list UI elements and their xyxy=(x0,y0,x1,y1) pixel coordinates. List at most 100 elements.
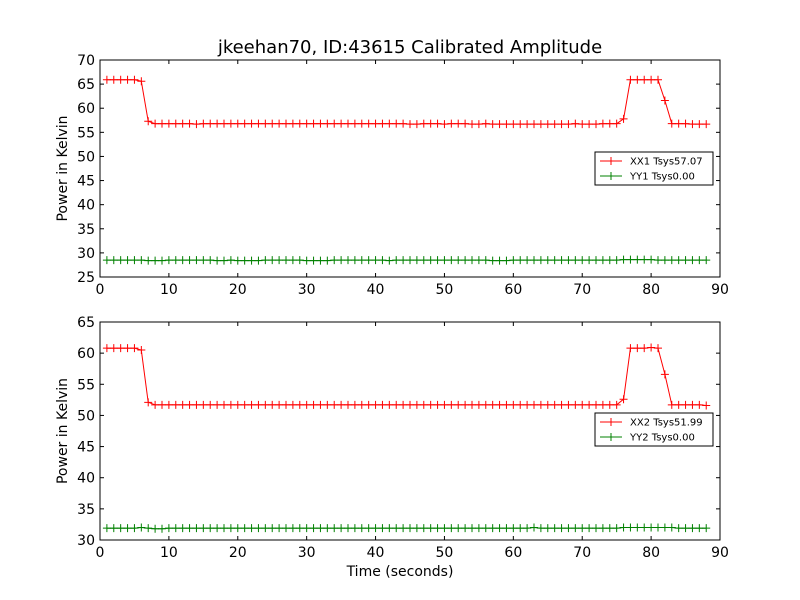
plot-1-series-1-point xyxy=(123,75,132,84)
plot-1-series-1-point xyxy=(474,120,483,129)
plot-1-series-1-point xyxy=(295,119,304,128)
plot-2-series-2-point xyxy=(585,524,594,533)
plot-1-x-tick-label: 10 xyxy=(160,282,178,298)
plot-1-series-1-point xyxy=(192,120,201,129)
plot-1-series-2-point xyxy=(433,256,442,265)
plot-1-y-tick-label: 45 xyxy=(77,174,95,190)
plot-2-series-2-point xyxy=(192,524,201,533)
plot-2-series-1-point xyxy=(316,400,325,409)
plot-2-series-1-point xyxy=(323,400,332,409)
plot-1-series-1-point xyxy=(592,120,600,129)
plot-1-series-2-point xyxy=(412,256,421,265)
plot-2-series-2-point xyxy=(185,524,194,533)
plot-2-series-2-point xyxy=(550,524,559,533)
plot-1-series-2-point xyxy=(543,256,552,265)
plot-1-series-1-point xyxy=(468,120,476,129)
plot-2-series-1-point xyxy=(178,400,187,409)
plot-2-series-2-point xyxy=(419,524,428,533)
plot-2-series-2-point xyxy=(240,524,249,533)
plot-2-series-1-point xyxy=(206,400,215,409)
plot-2-series-2-point xyxy=(247,524,256,533)
plot-2-series-2-point xyxy=(468,524,476,533)
plot-2-series-2-point xyxy=(337,524,346,533)
plot-1-series-1-point xyxy=(433,119,442,128)
plot-2-series-1-point xyxy=(598,400,607,409)
plot-2-x-tick-label: 20 xyxy=(229,545,247,561)
plot-2-series-2-point xyxy=(392,524,401,533)
plot-2-series-1-point xyxy=(667,400,676,409)
plot-1-x-tick-label: 40 xyxy=(367,282,385,298)
plot-2-series-2-point xyxy=(605,524,614,533)
plot-2-series-2-point xyxy=(523,524,532,533)
plot-2-series-1-point xyxy=(275,400,284,409)
plot-1-series-2-point xyxy=(654,256,662,265)
plot-2-series-1-point xyxy=(412,400,421,409)
plot-2-series-1-point xyxy=(674,400,683,409)
bottom-plot: 0 10 20 30 40 50 60 70 80 90 30 35 40 45 50 55 60 65 Power… xyxy=(55,315,729,580)
plot-1-series-2-point xyxy=(171,256,180,265)
plot-1-series-1-point xyxy=(674,119,683,128)
plot-2-y-tick-label: 50 xyxy=(77,408,95,424)
plot-2-series-2-point xyxy=(164,524,173,533)
plot-1-series-1-point xyxy=(364,119,373,128)
plot-1-series-1-point xyxy=(344,119,352,128)
plot-1-series-2-point xyxy=(612,256,621,265)
plot-2-series-2-point xyxy=(461,524,470,533)
plot-1-series-2-point xyxy=(419,256,428,265)
plot-1-series-1-point xyxy=(323,119,332,128)
plot-2-series-2-point xyxy=(557,524,566,533)
plot-1-series-1-point xyxy=(247,119,256,128)
plot-1-series-1-point xyxy=(178,119,187,128)
plot-1-series-2-point xyxy=(468,256,476,265)
plot-1-series-2-point xyxy=(578,256,587,265)
plot-1-series-1-point xyxy=(516,120,525,129)
plot-1-series-1-point xyxy=(571,119,580,128)
plot-2-series-2-point xyxy=(323,524,332,533)
plot-2-series-1-point xyxy=(123,344,132,353)
plot-1-series-2-point xyxy=(495,256,504,265)
plot-2-y-tick-label: 45 xyxy=(77,440,95,456)
plot-1-y-tick-label: 60 xyxy=(77,101,95,117)
plot-2-series-1-point xyxy=(288,400,297,409)
plot-2-series-1-point xyxy=(495,400,504,409)
plot-1-series-2-point xyxy=(516,256,525,265)
plot-2-series-2-point xyxy=(592,524,600,533)
plot-2-series-2-point xyxy=(530,523,538,532)
plot-1-series-2-point xyxy=(371,256,380,265)
plot-1-series-1-point xyxy=(426,119,435,128)
plot-2-series-2-point xyxy=(385,524,394,533)
plot-1-series-2-point xyxy=(592,256,600,265)
plot-2-series-1-point xyxy=(185,400,194,409)
plot-1-series-2 xyxy=(102,255,711,265)
plot-2-series-2-point xyxy=(598,524,607,533)
plot-1-series-2-point xyxy=(178,256,187,265)
plot-2-series-2-point xyxy=(116,524,125,533)
plot-1-x-tick-label: 90 xyxy=(711,282,729,298)
figure-title: jkeehan70, ID:43615 Calibrated Amplitude xyxy=(217,37,602,58)
plot-2-series-1-point xyxy=(447,400,456,409)
plot-2-series-1-point xyxy=(585,400,594,409)
plot-1-series-1-point xyxy=(640,75,649,84)
plot-2-series-1-point xyxy=(702,401,711,410)
plot-1-series-2-point xyxy=(695,256,704,265)
plot-1-series-1-point xyxy=(385,119,394,128)
plot-1-series-1-point xyxy=(681,119,690,128)
plot-1-series-2-point xyxy=(557,256,566,265)
plot-1-series-1-point xyxy=(557,120,566,129)
plot-2-series-1-point xyxy=(488,400,497,409)
plot-2-series-2-point xyxy=(226,524,235,533)
plot-1-series-2-point xyxy=(199,256,208,265)
plot-2-series-2-point xyxy=(674,524,683,533)
plot-1-series-2-point xyxy=(509,256,518,265)
plot-2-series-1-point xyxy=(536,400,545,409)
plot-1-series-1-point xyxy=(378,119,387,128)
plot-2-series-1-point xyxy=(102,344,111,353)
plot-1-series-1-point xyxy=(481,119,490,128)
plot-2-series-1-point xyxy=(605,400,614,409)
plot-1-series-2-point xyxy=(151,256,160,265)
plot-2-series-2-point xyxy=(233,524,242,533)
plot-1-legend-marker xyxy=(607,157,615,165)
plot-1-series-1-point xyxy=(240,119,249,128)
plot-1-series-1-point xyxy=(302,119,311,128)
plot-2-series-1-point xyxy=(357,400,366,409)
